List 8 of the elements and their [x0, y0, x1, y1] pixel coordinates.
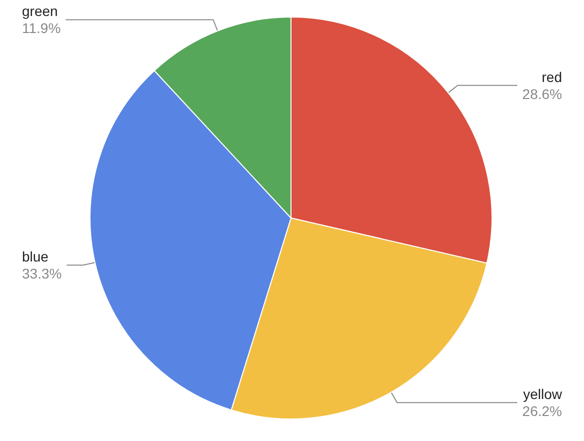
- slice-label: blue: [22, 248, 49, 265]
- slice-label: green: [22, 3, 58, 20]
- slice-label: yellow: [523, 386, 563, 402]
- data-label: 33.3%: [22, 266, 62, 282]
- data-label: 11.9%: [22, 20, 61, 36]
- data-label: 26.2%: [522, 403, 562, 420]
- data-label: 28.6%: [522, 86, 562, 102]
- slice-label: red: [542, 68, 562, 85]
